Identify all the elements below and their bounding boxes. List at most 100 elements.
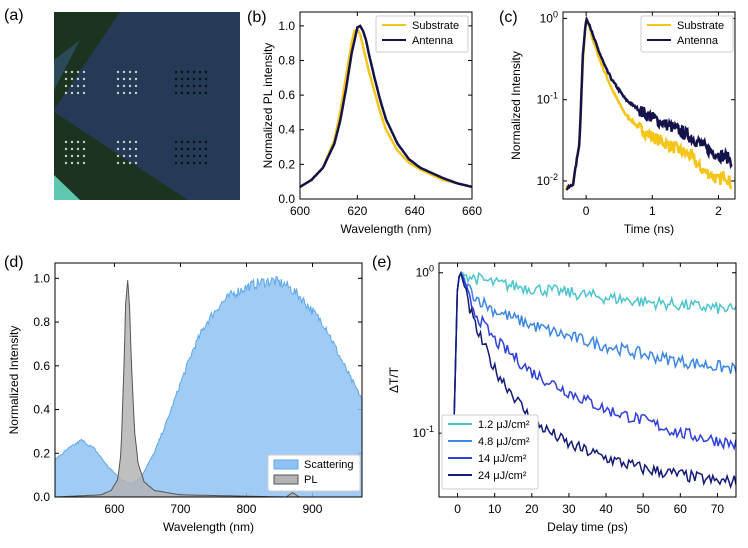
array-dot <box>174 161 178 165</box>
array-dot <box>174 140 178 144</box>
array-dot <box>76 154 80 158</box>
legend: Scattering PL <box>267 454 361 492</box>
y-tick-label: 10-1 <box>537 91 558 107</box>
array-dot <box>122 91 126 95</box>
array-dot <box>76 147 80 151</box>
legend: Substrate Antenna <box>375 15 469 53</box>
array-dot <box>198 147 202 151</box>
array-dot <box>64 70 68 74</box>
array-dot <box>180 84 184 88</box>
array-dot <box>116 147 120 151</box>
microscope-image <box>54 12 240 200</box>
legend-label: 4.8 μJ/cm² <box>478 436 530 448</box>
legend: 1.2 μJ/cm² 4.8 μJ/cm² 14 μJ/cm² 24 μJ/cm² <box>441 414 539 490</box>
panel-d-chart: 600 700 800 900 0.0 0.2 0.4 0.6 0.8 1.0 Wavelength… <box>7 262 363 534</box>
array-dot <box>128 91 132 95</box>
x-tick-label: 2 <box>715 204 722 218</box>
array-dot <box>82 147 86 151</box>
x-tick-label: 600 <box>104 502 124 516</box>
array-dot <box>186 140 190 144</box>
array-dot <box>192 84 196 88</box>
legend-label: Substrate <box>412 20 459 32</box>
array-dot <box>64 84 68 88</box>
series-line-1 <box>565 15 733 191</box>
array-dot <box>116 84 120 88</box>
array-dot <box>82 70 86 74</box>
array-dot <box>64 147 68 151</box>
x-axis-label: Wavelength (nm) <box>163 520 254 534</box>
legend-swatch <box>273 459 299 470</box>
series-line-0 <box>55 275 362 485</box>
series-area-0 <box>55 276 362 497</box>
series-line-1 <box>300 24 472 189</box>
legend-label: 14 μJ/cm² <box>478 453 527 465</box>
legend-label: Antenna <box>677 35 719 47</box>
array-dot <box>204 140 208 144</box>
y-tick-label: 0.6 <box>33 359 50 373</box>
array-dot <box>198 77 202 81</box>
array-dot <box>186 161 190 165</box>
array-dot <box>186 84 190 88</box>
legend-label: Substrate <box>677 20 724 32</box>
array-dot <box>70 70 74 74</box>
array-dot <box>186 77 190 81</box>
array-dot <box>82 161 86 165</box>
x-tick-label: 640 <box>405 204 425 218</box>
legend-label: 24 μJ/cm² <box>478 470 527 482</box>
y-axis-label: Normalized PL intensity <box>261 43 275 169</box>
series-line-0 <box>565 16 733 191</box>
plot-frame <box>299 11 473 200</box>
array-dot <box>116 70 120 74</box>
x-tick-label: 620 <box>347 204 367 218</box>
array-dot <box>82 140 86 144</box>
array-dot <box>192 140 196 144</box>
array-dot <box>76 140 80 144</box>
x-tick-label: 1 <box>649 204 656 218</box>
x-tick-label: 0 <box>454 502 461 516</box>
array-dot <box>70 147 74 151</box>
plot-frame <box>438 262 737 498</box>
array-dot <box>122 154 126 158</box>
array-dot <box>198 140 202 144</box>
array-dot <box>204 91 208 95</box>
array-dot <box>180 147 184 151</box>
array-dot <box>134 154 138 158</box>
legend: Substrate Antenna <box>640 15 734 53</box>
array-dot <box>180 161 184 165</box>
panel-c-chart: 0 1 2 10-2 10-1 100 Time (ns) Normalized Intens… <box>509 9 736 236</box>
legend-label: Scattering <box>304 459 354 471</box>
array-dot <box>64 140 68 144</box>
y-axis-label: Normalized Intensity <box>509 51 523 160</box>
array-dot <box>204 70 208 74</box>
y-tick-label: 0.8 <box>33 315 50 329</box>
x-tick-label: 900 <box>302 502 322 516</box>
x-tick-label: 40 <box>599 502 613 516</box>
array-dot <box>116 161 120 165</box>
array-dot <box>128 147 132 151</box>
array-dot <box>198 84 202 88</box>
legend-label: PL <box>304 474 317 486</box>
panel-label-c: (c) <box>499 9 518 26</box>
array-dot <box>134 77 138 81</box>
series-line-1 <box>449 273 736 470</box>
plot-area <box>565 15 733 191</box>
plot-area <box>300 24 472 189</box>
series-area-1 <box>55 280 362 497</box>
array-dot <box>76 91 80 95</box>
array-dot <box>198 70 202 74</box>
series-line-1 <box>55 280 362 497</box>
x-tick-label: 20 <box>525 502 539 516</box>
array-dot <box>116 77 120 81</box>
array-dot <box>134 147 138 151</box>
array-dot <box>174 91 178 95</box>
array-dot <box>180 91 184 95</box>
x-axis-label: Delay time (ps) <box>547 520 628 534</box>
array-dot <box>174 70 178 74</box>
array-dot <box>82 154 86 158</box>
array-dot <box>122 140 126 144</box>
x-axis-label: Time (ns) <box>624 222 674 236</box>
array-dot <box>180 154 184 158</box>
array-dot <box>186 91 190 95</box>
x-tick-label: 50 <box>637 502 651 516</box>
